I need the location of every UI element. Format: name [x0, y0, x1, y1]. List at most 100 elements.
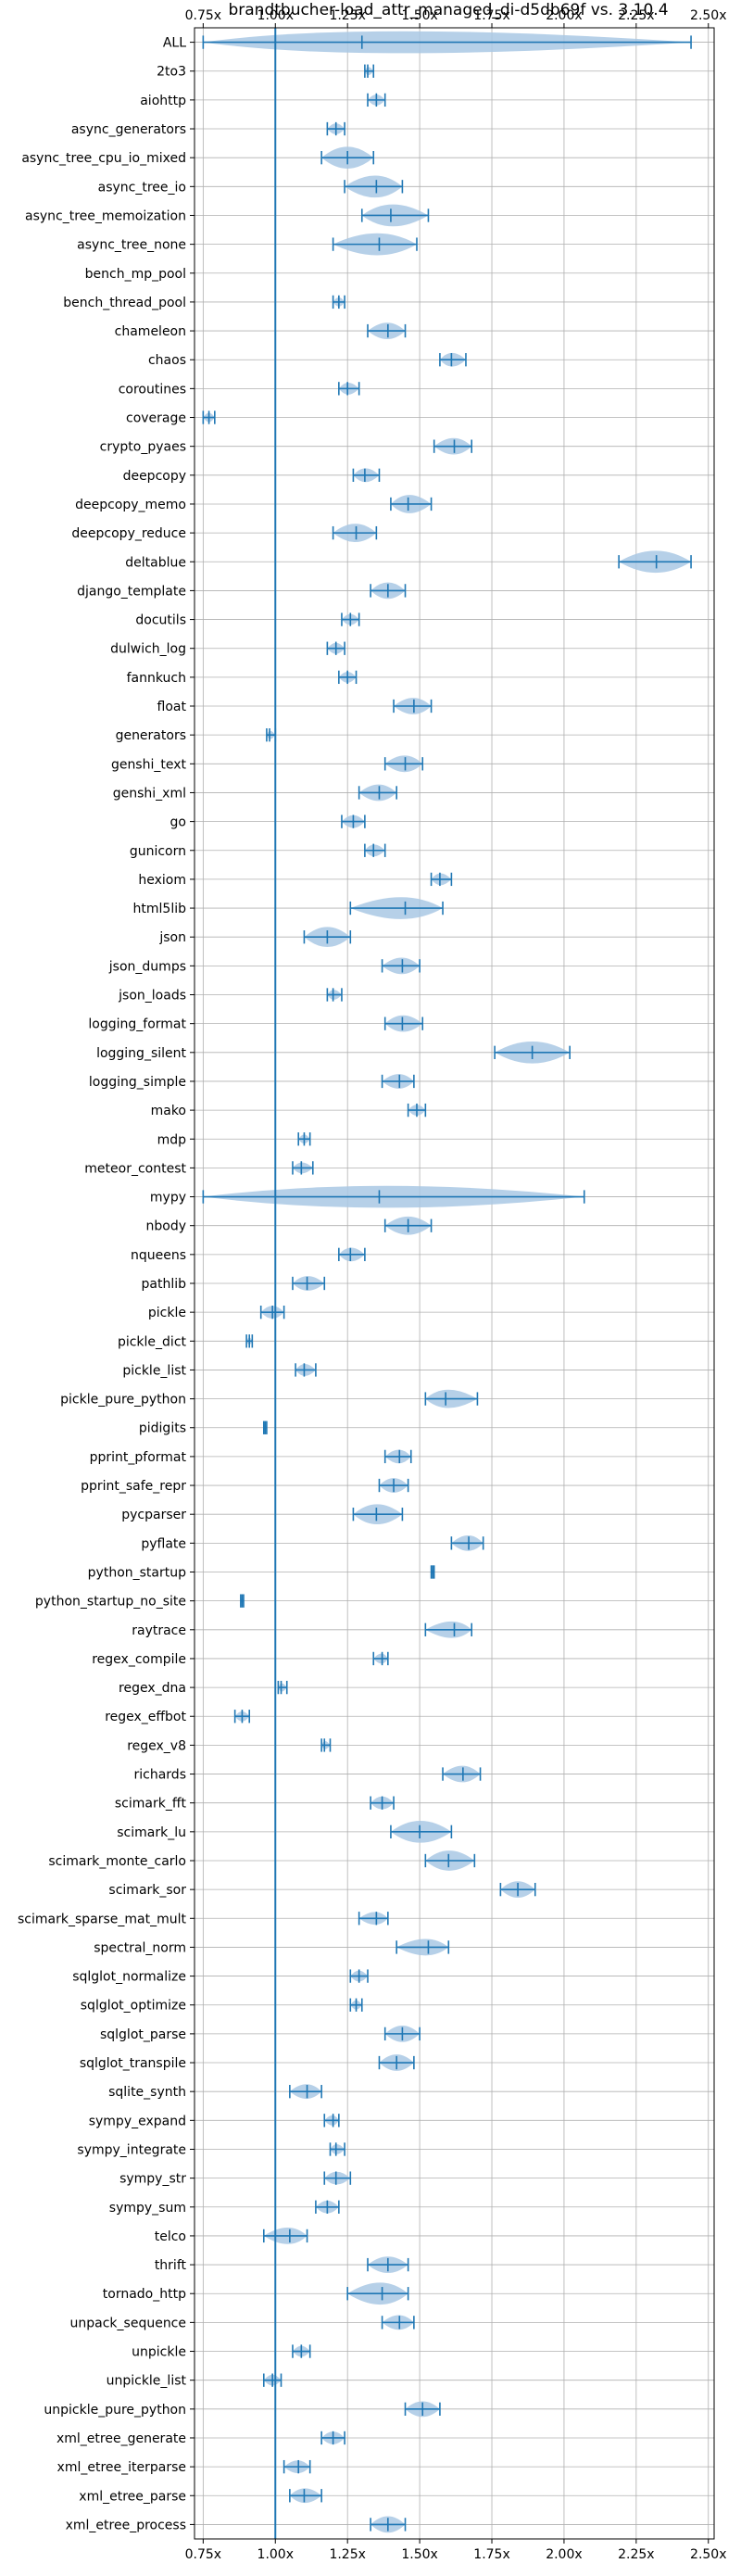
category-label: django_template: [77, 584, 186, 599]
category-label: json: [158, 930, 186, 945]
category-label: regex_dna: [119, 1681, 186, 1696]
category-label: chameleon: [115, 324, 186, 339]
category-label: xml_etree_generate: [57, 2431, 186, 2446]
category-label: async_tree_io: [98, 180, 186, 195]
category-label: aiohttp: [140, 94, 186, 108]
category-label: nqueens: [131, 1248, 186, 1263]
category-label: python_startup: [88, 1565, 186, 1580]
category-label: meteor_contest: [84, 1161, 186, 1176]
category-label: async_tree_cpu_io_mixed: [21, 151, 186, 166]
category-label: json_dumps: [108, 959, 186, 974]
category-label: docutils: [135, 613, 186, 628]
x-tick-label-top: 2.50x: [690, 8, 726, 23]
category-label: coroutines: [119, 382, 186, 397]
x-tick-label-bottom: 1.00x: [257, 2547, 294, 2562]
category-label: deepcopy: [123, 469, 186, 484]
category-label: raytrace: [132, 1623, 186, 1638]
category-label: genshi_xml: [113, 786, 186, 801]
category-label: regex_effbot: [105, 1710, 186, 1724]
category-label: pathlib: [142, 1277, 187, 1292]
category-label: scimark_sparse_mat_mult: [18, 1912, 186, 1926]
x-tick-label-bottom: 2.50x: [690, 2547, 726, 2562]
x-tick-label-bottom: 0.75x: [185, 2547, 221, 2562]
category-label: go: [170, 815, 186, 830]
category-label: sqlglot_optimize: [81, 1999, 186, 2014]
category-label: tornado_http: [103, 2287, 186, 2302]
category-label: pprint_pformat: [90, 1450, 187, 1465]
category-label: scimark_fft: [115, 1797, 187, 1812]
category-label: unpickle_list: [107, 2374, 187, 2389]
category-label: pycparser: [121, 1508, 186, 1522]
category-label: pickle_dict: [118, 1334, 187, 1349]
category-label: hexiom: [138, 873, 186, 888]
category-label: pickle_pure_python: [60, 1393, 186, 1408]
x-tick-label-top: 0.75x: [185, 8, 221, 23]
category-label: unpickle: [132, 2345, 186, 2360]
error-bars: [202, 35, 692, 2532]
category-label: ALL: [163, 36, 186, 51]
category-label: bench_mp_pool: [85, 267, 186, 282]
axis-ticks: 0.75x 0.75x 1.00x 1.00x 1.25x 1.25x 1.50x 1.50x…: [18, 8, 726, 2562]
category-label: xml_etree_iterparse: [57, 2460, 186, 2475]
category-label: logging_silent: [96, 1046, 186, 1061]
category-label: async_tree_memoization: [25, 208, 186, 223]
category-label: dulwich_log: [110, 642, 186, 657]
x-tick-label-bottom: 1.25x: [329, 2547, 365, 2562]
category-label: sympy_str: [119, 2172, 186, 2187]
category-label: json_loads: [118, 989, 186, 1004]
category-label: sqlglot_normalize: [72, 1970, 186, 1985]
category-label: unpack_sequence: [70, 2316, 186, 2330]
category-label: mypy: [150, 1191, 186, 1206]
category-label: deepcopy_reduce: [71, 526, 186, 541]
category-label: regex_compile: [92, 1652, 186, 1667]
category-label: spectral_norm: [94, 1940, 186, 1955]
category-label: pickle_list: [122, 1363, 186, 1378]
category-label: scimark_lu: [117, 1825, 186, 1840]
category-label: deepcopy_memo: [75, 498, 186, 512]
category-label: sympy_expand: [89, 2114, 186, 2128]
x-tick-label-top: 2.00x: [546, 8, 582, 23]
category-label: richards: [134, 1768, 187, 1783]
category-label: pidigits: [139, 1421, 186, 1436]
category-label: mdp: [157, 1132, 187, 1147]
category-label: python_startup_no_site: [35, 1595, 186, 1610]
category-label: 2to3: [157, 65, 186, 80]
category-label: thrift: [155, 2258, 187, 2273]
category-label: mako: [151, 1104, 186, 1118]
category-label: deltablue: [125, 555, 186, 570]
grid-lines: [195, 28, 714, 2539]
category-label: generators: [116, 728, 186, 743]
category-label: sqlglot_parse: [100, 2027, 186, 2042]
x-tick-label-top: 2.25x: [618, 8, 654, 23]
category-label: fannkuch: [127, 671, 186, 686]
x-tick-label-bottom: 1.75x: [473, 2547, 509, 2562]
category-label: sympy_sum: [109, 2201, 186, 2216]
x-tick-label-bottom: 2.25x: [618, 2547, 654, 2562]
category-label: logging_simple: [89, 1075, 186, 1090]
x-tick-label-top: 1.25x: [329, 8, 365, 23]
chart-title: brandtbucher-load_attr_managed_di-d5db69…: [228, 1, 668, 19]
x-tick-label-bottom: 1.50x: [401, 2547, 437, 2562]
category-label: coverage: [126, 411, 186, 426]
x-tick-label-bottom: 2.00x: [546, 2547, 582, 2562]
violins: [203, 31, 692, 2533]
category-label: bench_thread_pool: [63, 296, 186, 310]
category-label: async_tree_none: [77, 238, 186, 253]
category-label: chaos: [148, 353, 186, 368]
category-label: sympy_integrate: [77, 2142, 186, 2157]
category-label: regex_v8: [127, 1738, 186, 1753]
x-tick-label-top: 1.50x: [401, 8, 437, 23]
category-label: logging_format: [88, 1017, 186, 1032]
x-tick-label-top: 1.00x: [257, 8, 294, 23]
category-label: xml_etree_process: [66, 2518, 186, 2532]
category-label: scimark_monte_carlo: [48, 1854, 186, 1869]
category-label: telco: [155, 2229, 186, 2244]
category-label: float: [157, 700, 187, 714]
category-label: pickle: [148, 1306, 186, 1320]
category-label: gunicorn: [130, 844, 186, 859]
category-label: crypto_pyaes: [100, 440, 186, 455]
category-label: nbody: [146, 1219, 187, 1234]
category-label: sqlglot_transpile: [80, 2056, 186, 2071]
category-label: scimark_sor: [108, 1883, 186, 1898]
x-tick-label-top: 1.75x: [473, 8, 509, 23]
